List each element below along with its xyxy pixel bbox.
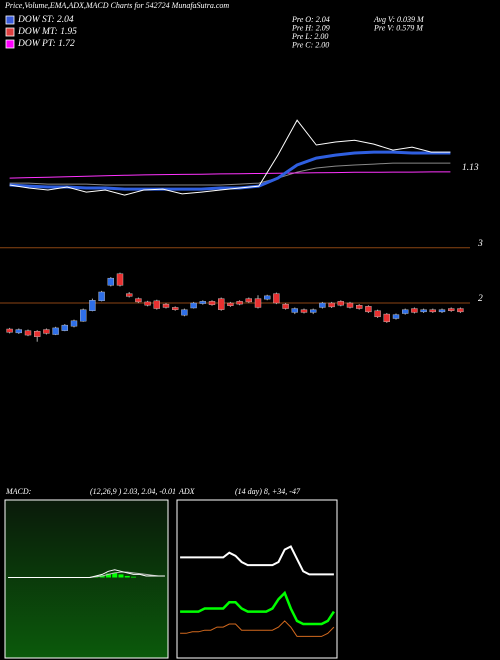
candle-body <box>199 301 207 304</box>
candle-body <box>245 298 253 303</box>
candle-body <box>346 302 354 308</box>
page-title: Price,Volume,EMA,ADX,MACD Charts for 542… <box>4 1 229 10</box>
candle-body <box>383 313 390 323</box>
series-line <box>9 171 451 179</box>
stat: Pre V: 0.579 M <box>373 23 424 32</box>
candle-body <box>89 300 96 311</box>
candle-body <box>162 303 170 308</box>
candle-body <box>144 301 151 306</box>
series-line <box>8 569 165 578</box>
candle-body <box>319 302 326 308</box>
candle-body <box>448 308 455 311</box>
legend-swatch <box>5 27 15 37</box>
candle-body <box>6 328 13 333</box>
adx-title: ADX <box>178 487 196 496</box>
candle-body <box>135 298 142 303</box>
candle-body <box>227 302 234 306</box>
macd-panel <box>4 499 169 659</box>
macd-title: MACD: <box>5 487 32 496</box>
candle-body <box>15 329 23 334</box>
candle-body <box>356 305 363 309</box>
candle-body <box>420 309 427 313</box>
candle-body <box>438 309 446 313</box>
candle-body <box>217 298 225 310</box>
candle-body <box>181 309 188 316</box>
y-tick-label: 2 <box>478 294 483 304</box>
candle-body <box>254 298 262 308</box>
candle-body <box>24 330 32 336</box>
stat: Pre H: 2.09 <box>291 23 330 32</box>
candle-body <box>43 329 50 334</box>
adx-panel <box>176 499 338 659</box>
legend-label: DOW MT: 1.95 <box>17 27 77 37</box>
candle-body <box>402 309 409 314</box>
histogram-bar <box>105 573 111 578</box>
adx-subtitle: (14 day) 8, +34, -47 <box>235 487 301 496</box>
candle-body <box>153 300 161 309</box>
series-line <box>9 119 451 196</box>
candle-body <box>70 320 78 327</box>
stat: Pre O: 2.04 <box>291 15 330 24</box>
candle-body <box>264 295 271 300</box>
series-line <box>180 620 335 637</box>
candle-body <box>411 308 418 313</box>
candle-body <box>374 310 381 318</box>
candle-body <box>365 306 372 313</box>
candle-body <box>208 301 216 305</box>
candle-body <box>300 309 308 313</box>
candle-body <box>291 308 298 313</box>
series-line <box>9 162 451 186</box>
stat: Pre C: 2.00 <box>291 40 329 49</box>
candle-body <box>282 303 289 309</box>
series-line <box>9 150 451 191</box>
candle-body <box>52 327 59 335</box>
candle-body <box>61 324 68 331</box>
candle-body <box>457 308 464 313</box>
candle-body <box>273 293 280 304</box>
candle-body <box>107 277 115 286</box>
histogram-bar <box>118 574 124 578</box>
candle-body <box>116 273 124 286</box>
candle-body <box>171 307 179 310</box>
candle-body <box>337 301 344 306</box>
y-tick-label: 1.13 <box>462 163 479 173</box>
macd-subtitle: (12,26,9 ) 2.03, 2.04, -0.01 <box>90 487 176 496</box>
candle-body <box>310 309 317 313</box>
histogram-bar <box>112 572 118 578</box>
legend-swatch <box>5 15 15 25</box>
histogram-bar <box>131 576 137 578</box>
series-line <box>180 545 334 576</box>
candle-body <box>392 314 400 319</box>
legend-swatch <box>5 39 15 49</box>
stat: Pre L: 2.00 <box>291 32 328 41</box>
series-line <box>180 590 335 626</box>
stat: Avg V: 0.039 M <box>373 15 425 24</box>
histogram-bar <box>124 575 130 578</box>
candle-body <box>125 293 133 297</box>
candle-body <box>190 302 197 309</box>
candle-body <box>328 302 335 308</box>
candle-body <box>236 301 243 305</box>
candle-body <box>429 309 436 313</box>
y-tick-label: 3 <box>477 239 483 249</box>
legend-label: DOW ST: 2.04 <box>17 15 74 25</box>
legend-label: DOW PT: 1.72 <box>17 39 75 49</box>
candle-body <box>34 331 41 337</box>
candle-body <box>79 309 87 322</box>
candle-body <box>98 291 105 302</box>
